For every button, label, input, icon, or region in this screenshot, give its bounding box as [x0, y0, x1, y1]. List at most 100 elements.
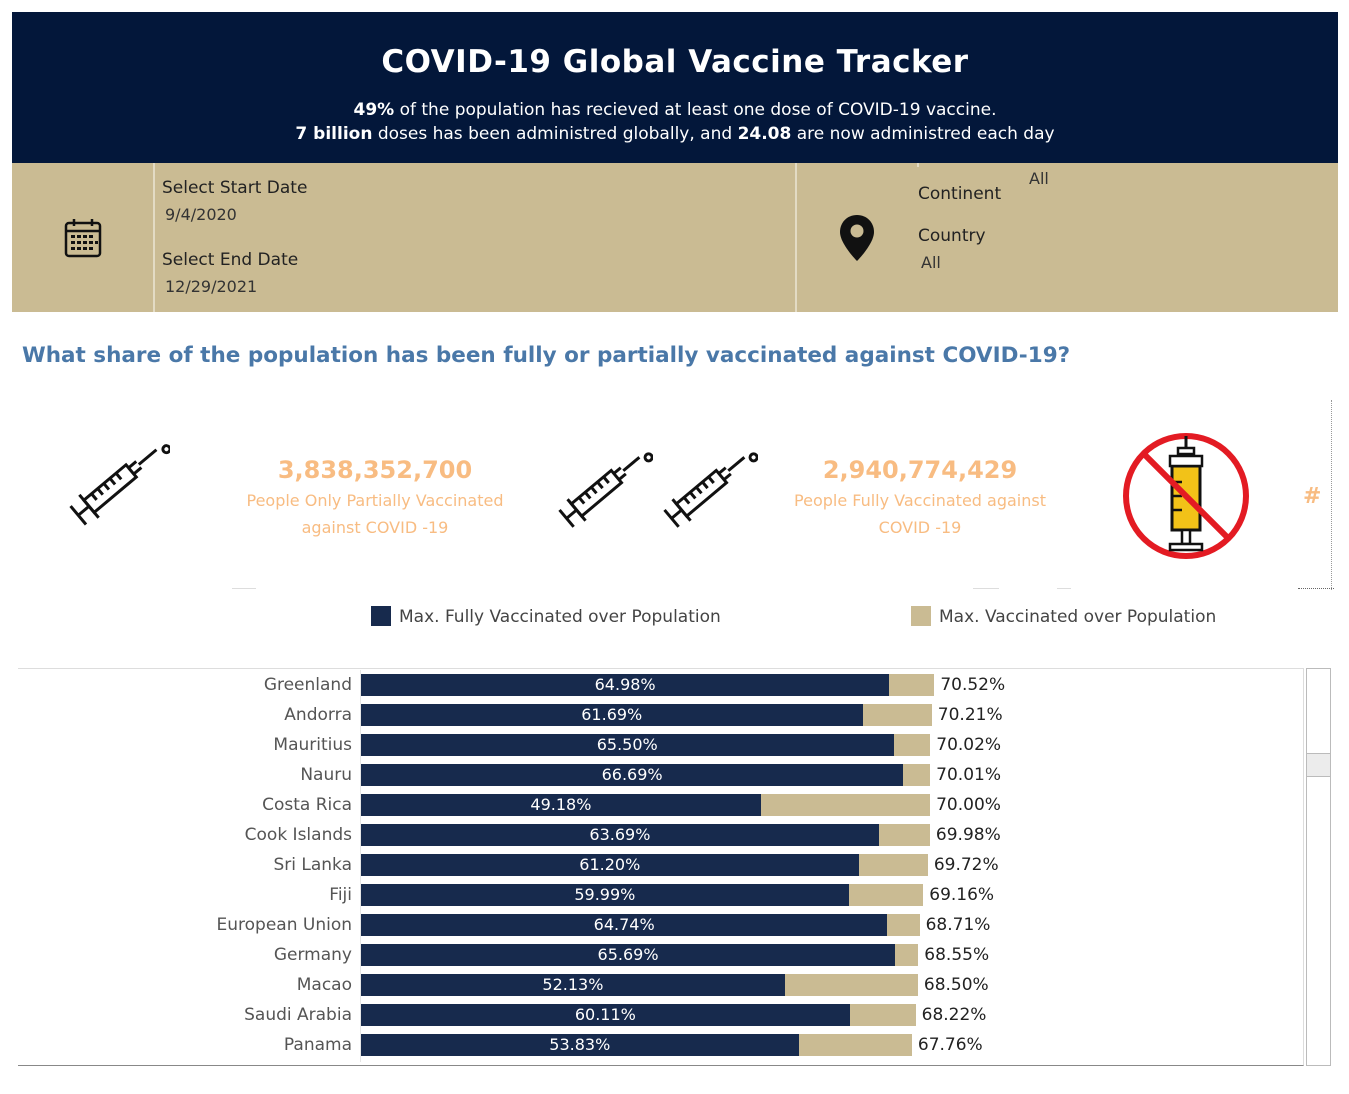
summary-line-2-tail: are now administred each day	[791, 124, 1055, 144]
category-label: Cook Islands	[244, 825, 352, 845]
partial-vaccinated-label: People Only Partially Vaccinated against …	[230, 487, 520, 541]
category-label: Fiji	[329, 885, 352, 905]
data-label-vaccinated: 70.52%	[940, 675, 1006, 695]
data-label-vaccinated: 70.21%	[937, 705, 1003, 725]
bar-fully-vaccinated[interactable]	[361, 884, 849, 906]
data-label-vaccinated: 68.22%	[921, 1005, 987, 1025]
partial-vaccinated-value: 3,838,352,700	[277, 456, 473, 484]
legend-swatch-fully	[371, 606, 391, 626]
data-label-vaccinated: 68.71%	[925, 915, 991, 935]
data-label-fully: 53.83%	[549, 1035, 611, 1054]
daily-doses-value: 24.08	[737, 124, 792, 144]
data-label-vaccinated: 70.01%	[936, 765, 1001, 785]
data-label-fully: 61.20%	[579, 855, 641, 874]
partial-label-line1: People Only Partially Vaccinated	[246, 491, 504, 510]
data-label-vaccinated: 69.98%	[935, 825, 1001, 845]
data-label-fully: 49.18%	[530, 795, 592, 814]
legend-label-vaccinated: Max. Vaccinated over Population	[939, 607, 1217, 627]
bar-fully-vaccinated[interactable]	[361, 704, 863, 726]
bar-fully-vaccinated[interactable]	[361, 794, 761, 816]
doses-total-value: 7 billion	[295, 124, 373, 144]
category-label: Andorra	[284, 705, 352, 725]
full-label-line1: People Fully Vaccinated against	[794, 491, 1046, 510]
category-label: European Union	[216, 915, 353, 935]
calendar-icon	[64, 219, 102, 258]
category-label: Panama	[283, 1035, 352, 1055]
zone-border	[1331, 400, 1332, 590]
data-label-fully: 52.13%	[542, 975, 604, 994]
data-label-fully: 63.69%	[589, 825, 651, 844]
filter-bar: Select Start Date 9/4/2020 Select End Da…	[12, 163, 1338, 312]
data-label-vaccinated: 69.72%	[933, 855, 999, 875]
syringe-icon	[69, 444, 170, 526]
category-label: Sri Lanka	[273, 855, 352, 875]
data-label-vaccinated: 69.16%	[929, 885, 995, 905]
unvaccinated-value: #	[1303, 484, 1322, 509]
bar-fully-vaccinated[interactable]	[361, 1034, 799, 1056]
scrollbar-thumb[interactable]	[1307, 753, 1330, 777]
bar-fully-vaccinated[interactable]	[361, 974, 785, 996]
bar-chart-frame	[18, 668, 1304, 1066]
header-banner: COVID-19 Global Vaccine Tracker 49% of t…	[12, 12, 1338, 163]
summary-line-1-text: of the population has recieved at least …	[394, 100, 997, 120]
data-label-vaccinated: 67.76%	[917, 1035, 983, 1055]
bar-fully-vaccinated[interactable]	[361, 764, 904, 786]
bar-fully-vaccinated[interactable]	[361, 914, 888, 936]
chart-scrollbar[interactable]	[1306, 668, 1331, 1066]
syringe-icon	[663, 452, 758, 528]
data-label-vaccinated: 70.02%	[936, 735, 1002, 755]
full-vaccinated-value: 2,940,774,429	[822, 456, 1018, 484]
data-label-vaccinated: 68.55%	[924, 945, 990, 965]
category-label: Greenland	[263, 675, 352, 695]
data-label-fully: 66.69%	[601, 765, 663, 784]
end-date-label: Select End Date	[162, 250, 299, 270]
start-date-input[interactable]: 9/4/2020	[165, 205, 237, 224]
bar-fully-vaccinated[interactable]	[361, 674, 890, 696]
divider-line	[232, 588, 256, 589]
summary-line-1: 49% of the population has recieved at le…	[12, 100, 1338, 120]
category-label: Germany	[273, 945, 352, 965]
bar-fully-vaccinated[interactable]	[361, 734, 894, 756]
location-pin-icon	[840, 215, 874, 261]
summary-line-2: 7 billion doses has been administred glo…	[12, 124, 1338, 144]
end-date-input[interactable]: 12/29/2021	[165, 277, 258, 296]
data-label-fully: 65.50%	[596, 735, 658, 754]
divider-line	[1057, 588, 1071, 589]
filter-divider	[795, 163, 797, 312]
page-title: COVID-19 Global Vaccine Tracker	[381, 44, 969, 80]
summary-line-2-text: doses has been administred globally, and	[372, 124, 738, 144]
data-label-vaccinated: 68.50%	[923, 975, 989, 995]
continent-select[interactable]: All	[1029, 169, 1049, 188]
percent-dose-value: 49%	[353, 100, 395, 120]
continent-label: Continent	[918, 184, 1002, 204]
partial-label-line2: against COVID -19	[301, 518, 449, 537]
legend-swatch-vaccinated	[911, 606, 931, 626]
data-label-fully: 60.11%	[574, 1005, 636, 1024]
chart-axis	[360, 670, 361, 1062]
no-vaccine-icon	[1123, 433, 1249, 559]
country-select[interactable]: All	[921, 253, 941, 272]
full-label-line2: COVID -19	[878, 518, 962, 537]
data-label-fully: 65.69%	[597, 945, 659, 964]
bar-fully-vaccinated[interactable]	[361, 854, 859, 876]
divider-line	[973, 588, 999, 589]
data-label-fully: 64.98%	[594, 675, 656, 694]
category-label: Nauru	[300, 765, 352, 785]
filter-divider	[917, 163, 919, 167]
data-label-fully: 64.74%	[593, 915, 655, 934]
full-vaccinated-label: People Fully Vaccinated against COVID -19	[775, 487, 1065, 541]
data-label-vaccinated: 70.00%	[936, 795, 1001, 815]
category-label: Costa Rica	[262, 795, 352, 815]
data-label-fully: 61.69%	[581, 705, 643, 724]
category-label: Saudi Arabia	[244, 1005, 352, 1025]
section-title: What share of the population has been fu…	[22, 343, 1071, 368]
bar-fully-vaccinated[interactable]	[361, 944, 896, 966]
legend-label-fully: Max. Fully Vaccinated over Population	[399, 607, 721, 627]
bar-fully-vaccinated[interactable]	[361, 824, 879, 846]
category-label: Macao	[296, 975, 352, 995]
country-label: Country	[918, 226, 986, 246]
two-syringes-icon	[558, 452, 653, 528]
bar-fully-vaccinated[interactable]	[361, 1004, 850, 1026]
start-date-label: Select Start Date	[162, 178, 308, 198]
